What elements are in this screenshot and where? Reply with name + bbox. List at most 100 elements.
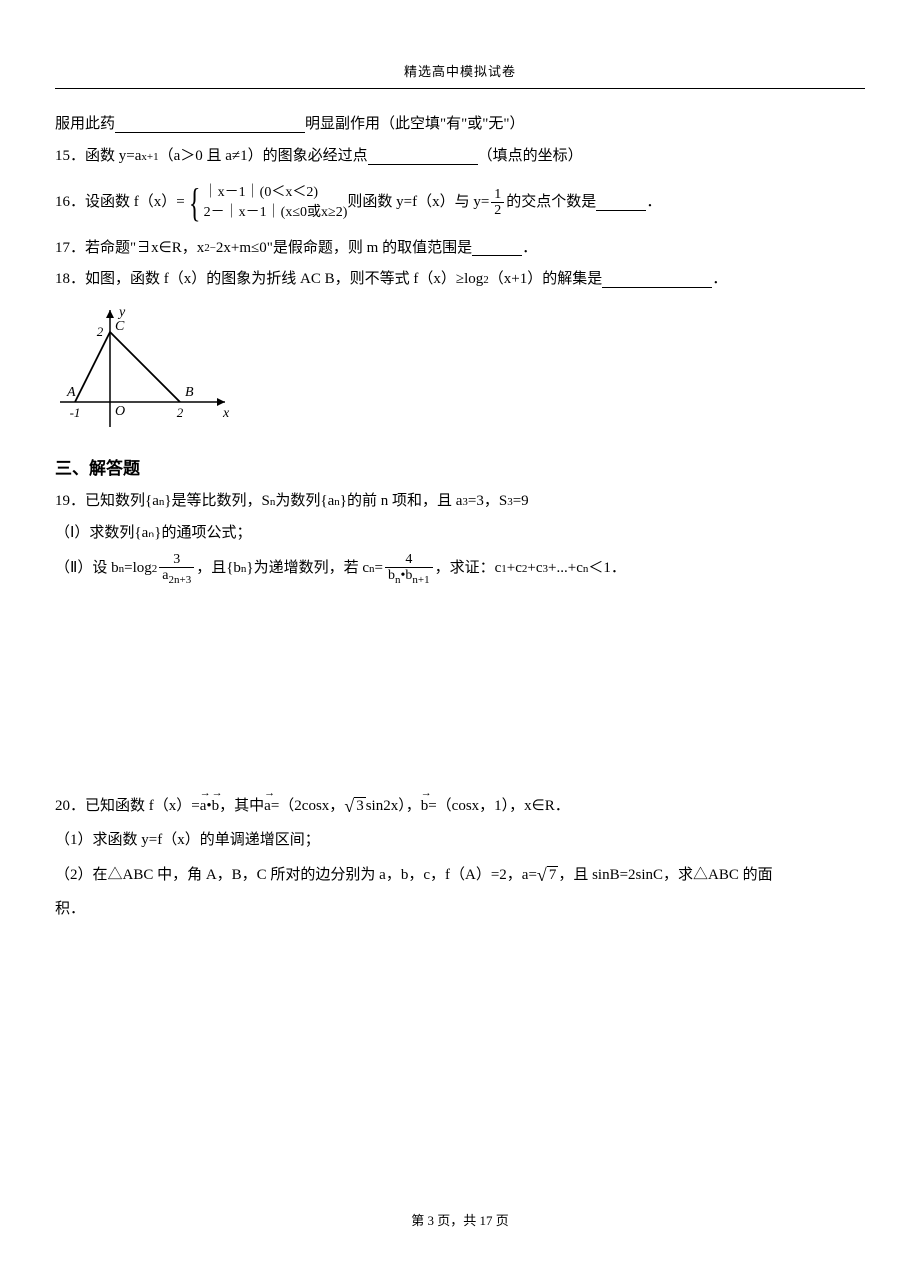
- q19-stem: 19 ．已知数列{an }是等比数列，Sn 为数列{an }的前 n 项和，且 …: [55, 488, 865, 516]
- q19-part1: （Ⅰ）求数列{aₙ}的通项公式；: [55, 520, 865, 548]
- q16-blank: [596, 195, 646, 211]
- q15-suffix: （填点的坐标）: [478, 143, 583, 171]
- q20-vec-b2: b: [421, 793, 429, 821]
- q15-text-b: （a＞0 且 a≠1）的图象必经过点: [159, 143, 368, 171]
- q19-frac2-den: bn•bn+1: [385, 568, 433, 586]
- q20-c: =（2cosx，: [271, 793, 344, 821]
- q18-graph: -1 2 2 A C B O x y: [55, 302, 235, 432]
- q19-frac2: 4 bn•bn+1: [385, 552, 433, 586]
- q19-p2-d: }为递增数列，若 c: [246, 555, 369, 583]
- q16-suffix: ．: [646, 189, 661, 217]
- q19-d: }的前 n 项和，且 a: [340, 488, 463, 516]
- q20-sqrt3: √3: [344, 790, 365, 823]
- q19-frac2-num: 4: [385, 552, 433, 568]
- q19-a: ．已知数列{a: [70, 488, 159, 516]
- q16: 16 ．设函数 f（x）= { ｜x－1｜(0＜x＜2) 2－｜x－1｜(x≤0…: [55, 183, 865, 223]
- q20-p2-a: （2）在△ABC 中，角 A，B，C 所对的边分别为 a，b，c，f（A）=2，…: [55, 862, 537, 890]
- q19-part2: （Ⅱ）设 bn =log2 3 a2n+3 ，且{bn }为递增数列，若 cn …: [55, 552, 865, 586]
- svg-text:x: x: [222, 406, 230, 421]
- q14-prefix: 服用此药: [55, 111, 115, 139]
- q15-exp: x+1: [141, 147, 158, 167]
- q20-p2-b: ，且 sinB=2sinC，求△ABC 的面: [558, 862, 772, 890]
- page-footer: 第 3 页，共 17 页: [0, 1209, 920, 1233]
- q16-piece1: ｜x－1｜(0＜x＜2): [204, 183, 348, 203]
- q17-blank: [472, 240, 522, 256]
- q15-blank: [368, 149, 478, 165]
- footer-page: 3: [427, 1213, 434, 1228]
- svg-text:2: 2: [97, 324, 104, 339]
- q16-frac: 1 2: [491, 187, 504, 219]
- q20-vec-b1: b: [212, 793, 220, 821]
- q18: 18 ．如图，函数 f（x）的图象为折线 AC B，则不等式 f（x）≥log …: [55, 266, 865, 294]
- q19-c: 为数列{a: [275, 488, 334, 516]
- q19-frac1-num: 3: [159, 552, 194, 568]
- footer-b: 页，共: [437, 1213, 479, 1228]
- svg-text:-1: -1: [70, 405, 81, 420]
- q16-piece2: 2－｜x－1｜(x≤0或x≥2): [204, 203, 348, 223]
- q20-sqrt7: √7: [537, 859, 558, 892]
- svg-text:B: B: [185, 385, 194, 400]
- footer-a: 第: [411, 1213, 427, 1228]
- q19-p2-c: ，且{b: [196, 555, 241, 583]
- q19-p2-b: =log: [124, 555, 152, 583]
- q20-part2c: 积．: [55, 896, 865, 924]
- q20-num: 20: [55, 793, 70, 821]
- q20-part2: （2）在△ABC 中，角 A，B，C 所对的边分别为 a，b，c，f（A）=2，…: [55, 859, 865, 892]
- svg-text:C: C: [115, 319, 125, 334]
- q16-piecewise: { ｜x－1｜(0＜x＜2) 2－｜x－1｜(x≤0或x≥2): [185, 183, 348, 223]
- q19-b: }是等比数列，S: [164, 488, 270, 516]
- q17-text-b: 2x+m≤0"是假命题，则 m 的取值范围是: [216, 235, 472, 263]
- q20-stem: 20 ．已知函数 f（x）= a • b ，其中 a =（2cosx， √3 s…: [55, 790, 865, 823]
- q16-text-a: ．设函数 f（x）=: [70, 189, 185, 217]
- q17-text-a: ．若命题"∃x∈R，x: [70, 235, 204, 263]
- q14-blank: [115, 117, 305, 133]
- q19-frac1-den: a2n+3: [159, 568, 194, 586]
- q16-frac-num: 1: [491, 187, 504, 203]
- q19-p2-f: ，求证：c: [435, 555, 502, 583]
- q16-text-c: 的交点个数是: [506, 189, 596, 217]
- q15-num: 15: [55, 143, 70, 171]
- q19-e: =3，S: [468, 488, 507, 516]
- q16-num: 16: [55, 189, 70, 217]
- footer-total: 17: [480, 1213, 493, 1228]
- q17-num: 17: [55, 235, 70, 263]
- q16-frac-den: 2: [491, 203, 504, 218]
- q17-exp: 2−: [204, 238, 216, 258]
- q19-num: 19: [55, 488, 70, 516]
- q18-num: 18: [55, 266, 70, 294]
- footer-c: 页: [496, 1213, 509, 1228]
- q19-p2-j: ＜1．: [588, 555, 626, 583]
- q20-a: ．已知函数 f（x）=: [70, 793, 200, 821]
- page-header: 精选高中模拟试卷: [55, 60, 865, 89]
- svg-text:2: 2: [177, 405, 184, 420]
- q19-frac1: 3 a2n+3: [159, 552, 194, 586]
- q19-p2-g: +c: [507, 555, 522, 583]
- q15: 15 ．函数 y=a x+1 （a＞0 且 a≠1）的图象必经过点 （填点的坐标…: [55, 143, 865, 171]
- q18-blank: [602, 272, 712, 288]
- q19-p2-i: +...+c: [548, 555, 583, 583]
- q15-text-a: ．函数 y=a: [70, 143, 141, 171]
- q19-f: =9: [513, 488, 529, 516]
- q20-d: sin2x），: [366, 793, 421, 821]
- brace-icon: {: [189, 183, 201, 223]
- section-3-title: 三、解答题: [55, 453, 865, 484]
- svg-text:O: O: [115, 404, 125, 419]
- q20-b: ，其中: [219, 793, 264, 821]
- q20-e: =（cosx，1），x∈R．: [428, 793, 570, 821]
- q19-p2-sub2: 2: [152, 559, 158, 579]
- q14-suffix: 明显副作用（此空填"有"或"无"）: [305, 111, 525, 139]
- q19-p2-a: （Ⅱ）设 b: [55, 555, 119, 583]
- q16-text-b: 则函数 y=f（x）与 y=: [347, 189, 489, 217]
- svg-text:A: A: [66, 385, 76, 400]
- q20-part1: （1）求函数 y=f（x）的单调递增区间；: [55, 827, 865, 855]
- q18-text-a: ．如图，函数 f（x）的图象为折线 AC B，则不等式 f（x）≥log: [70, 266, 483, 294]
- q17: 17 ．若命题"∃x∈R，x 2− 2x+m≤0"是假命题，则 m 的取值范围是…: [55, 235, 865, 263]
- q18-text-b: （x+1）的解集是: [489, 266, 602, 294]
- page: 精选高中模拟试卷 服用此药 明显副作用（此空填"有"或"无"） 15 ．函数 y…: [0, 0, 920, 1273]
- q19-p2-e: =: [375, 555, 383, 583]
- q20-vec-a2: a: [264, 793, 271, 821]
- q19-p2-h: +c: [527, 555, 542, 583]
- q18-suffix: ．: [712, 266, 727, 294]
- svg-text:y: y: [117, 305, 126, 320]
- q17-suffix: ．: [522, 235, 537, 263]
